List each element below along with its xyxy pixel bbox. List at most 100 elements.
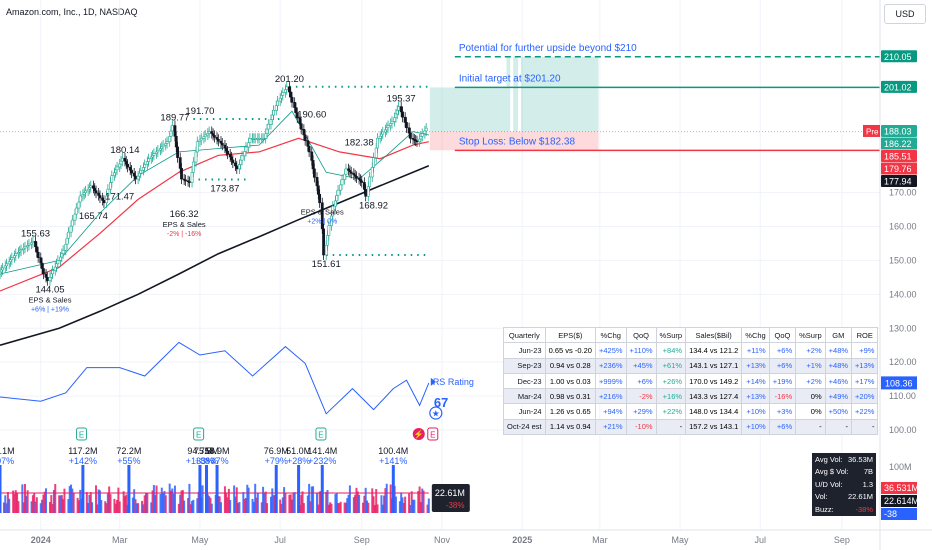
candle-body	[270, 114, 274, 120]
y-tick-label: 150.00	[889, 255, 917, 265]
volume-bar	[8, 498, 11, 513]
candle-body	[213, 135, 216, 138]
candle-body	[176, 146, 179, 158]
table-cell: +22%	[851, 403, 879, 420]
candle-body	[394, 113, 398, 118]
volume-bar	[26, 490, 29, 513]
earnings-note-title: EPS & Sales	[29, 296, 72, 305]
candle-body	[407, 127, 411, 134]
candle-body	[78, 195, 82, 203]
candle-body	[134, 175, 137, 180]
candle-body	[289, 91, 293, 98]
candle-body	[156, 149, 160, 153]
volume-stat-value: 7B	[863, 467, 873, 477]
currency-button[interactable]: USD	[884, 4, 926, 24]
candle-body	[393, 117, 397, 122]
volume-bar	[352, 497, 355, 513]
candle-body	[195, 141, 199, 153]
table-cell: 143.3 vs 127.4	[685, 388, 743, 405]
candle-body	[5, 263, 8, 267]
candle-body	[188, 181, 191, 183]
table-cell: 0.98 vs 0.31	[544, 388, 596, 405]
candle-body	[311, 160, 315, 170]
candle-body	[60, 253, 64, 258]
volume-bar	[371, 488, 374, 513]
candle-body	[243, 151, 247, 157]
volume-bar	[375, 489, 378, 513]
volume-bar	[52, 490, 55, 513]
table-cell: +13%	[741, 388, 770, 405]
candle-body	[65, 237, 69, 245]
volume-bar	[181, 490, 184, 513]
y-tick-label: 140.00	[889, 289, 917, 299]
volume-annotation: 110.1M	[0, 446, 15, 456]
earnings-marker-box	[427, 427, 439, 441]
volume-bar	[91, 502, 94, 513]
volume-bar	[177, 503, 180, 513]
candle-body	[326, 235, 329, 246]
volume-bar	[412, 499, 415, 513]
candle-body	[248, 138, 252, 144]
volume-bar	[171, 488, 174, 513]
candle-body	[190, 171, 194, 183]
axis-price-badge-text-7: 185.51	[884, 151, 912, 161]
volume-bar	[108, 486, 111, 513]
volume-bar	[22, 502, 25, 513]
table-cell: +216%	[594, 388, 627, 405]
volume-annotation: 94.7M	[187, 446, 212, 456]
candle-body	[278, 97, 282, 102]
volume-bar	[358, 494, 361, 513]
volume-bar	[100, 499, 103, 513]
x-tick-label: Mar	[112, 535, 128, 545]
candle-body	[110, 175, 114, 183]
volume-stat-row: Buzz: -38%	[812, 503, 876, 516]
volume-bar	[389, 484, 392, 513]
candle-body	[13, 255, 16, 259]
candle-body	[360, 180, 364, 183]
earnings-marker-box	[315, 427, 327, 441]
volume-bar	[246, 484, 249, 513]
table-header-cell: QoQ	[768, 326, 797, 344]
candle-body	[56, 260, 60, 265]
star-icon-glyph: ★	[432, 409, 440, 419]
candle-body	[178, 157, 182, 169]
table-cell: -	[851, 418, 879, 436]
volume-bar	[279, 499, 282, 513]
candle-body	[44, 273, 48, 278]
candle-body	[34, 241, 37, 248]
volume-bar	[35, 497, 38, 513]
volume-spike-bar	[205, 465, 209, 513]
volume-bar	[209, 497, 212, 513]
volume-bar	[117, 487, 120, 513]
table-cell: +50%	[824, 403, 853, 420]
candle-body	[303, 134, 307, 141]
x-tick-label: 2024	[31, 535, 51, 545]
candle-body	[418, 138, 422, 143]
table-cell: +1%	[795, 357, 826, 374]
target-zone	[429, 87, 599, 132]
volume-last-value: 22.61M	[435, 488, 465, 498]
volume-bar	[39, 503, 42, 513]
volume-bar	[235, 487, 238, 513]
volume-bar	[95, 485, 98, 513]
candle-body	[36, 251, 40, 258]
volume-bar	[251, 498, 254, 513]
candle-body	[293, 102, 297, 108]
candle-body	[132, 172, 136, 177]
rs-line-panel: RS Rating 67★	[0, 341, 474, 420]
candle-body	[415, 140, 419, 143]
candle-body	[324, 244, 328, 256]
candle-body	[165, 141, 169, 144]
candle-body	[395, 109, 399, 115]
candle-body	[403, 116, 407, 123]
candle-body	[310, 151, 314, 161]
volume-bar	[402, 502, 405, 513]
volume-bar	[325, 491, 328, 513]
candle-body	[27, 243, 31, 246]
candle-body	[370, 167, 374, 178]
candle-body	[306, 140, 310, 147]
volume-bar	[179, 494, 182, 513]
candle-body	[45, 277, 49, 281]
volume-bar	[151, 490, 154, 513]
